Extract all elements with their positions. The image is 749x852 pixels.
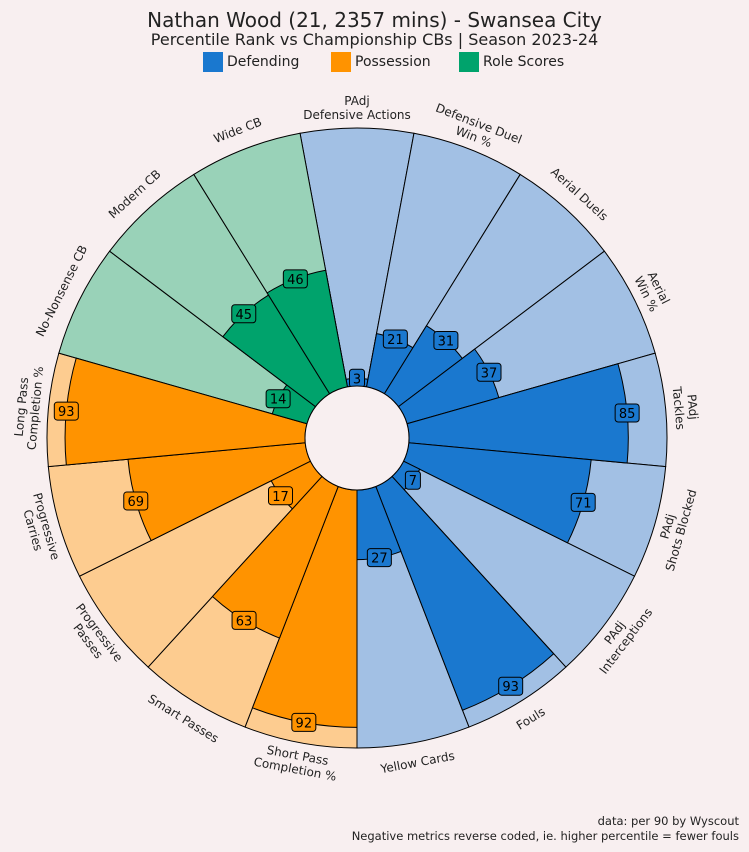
legend-swatch-possession [331,52,351,72]
footer-source: data: per 90 by Wyscout [597,814,739,828]
value-label-box [291,712,317,732]
legend-item-possession: Possession [331,52,431,72]
category-label-wide-cb: Wide CB [212,115,264,146]
value-label-box [265,389,291,409]
value-label-padj-defensive-actions: 3 [349,368,365,388]
category-label-line: Yellow Cards [378,749,455,777]
value-label-short-pass-completion: 92 [291,712,317,732]
legend-swatch-role-scores [459,52,479,72]
value-label-text: 21 [387,333,404,348]
value-labels: 3 21 31 37 85 71 7 93 27 92 63 17 69 93 14 45 46 [53,269,640,732]
value-label-text: 69 [127,495,144,510]
value-label-text: 7 [409,474,417,489]
value-label-box [282,269,308,289]
value-label-progressive-passes: 17 [268,486,294,506]
value-label-modern-cb: 45 [231,304,257,324]
value-bars [64,269,629,728]
value-label-text: 3 [353,372,361,387]
value-label-defensive-duel-win: 21 [382,329,408,349]
value-label-box [498,676,524,696]
value-label-box [231,610,257,630]
value-label-smart-passes: 63 [231,610,257,630]
center-hole [304,385,410,491]
category-label-line: PAdj [344,94,369,108]
value-label-progressive-carries: 69 [123,491,149,511]
value-label-padj-shots-blocked: 71 [570,492,596,512]
value-label-box [614,403,640,423]
legend: Defending Possession Role Scores [0,52,749,72]
category-label-fouls: Fouls [514,704,548,732]
footer-note: Negative metrics reverse coded, ie. high… [351,829,739,843]
category-label-line: Wide CB [212,115,264,146]
value-label-text: 31 [438,334,455,349]
value-label-box [476,362,502,382]
value-label-text: 93 [58,405,75,420]
value-label-box [570,492,596,512]
value-label-text: 71 [575,496,592,511]
legend-item-role-scores: Role Scores [459,52,564,72]
value-label-box [433,330,459,350]
value-label-box [382,329,408,349]
value-label-box [268,486,294,506]
category-label-line: Defensive Actions [303,108,411,122]
value-label-no-nonsense-cb: 14 [265,389,291,409]
value-label-text: 14 [270,393,287,408]
category-label-line: Long Pass [12,377,31,437]
value-label-box [231,304,257,324]
category-label-line: PAdj [684,394,700,421]
value-label-padj-interceptions: 7 [404,470,421,490]
category-label-line: Fouls [514,704,548,732]
value-label-box [366,548,392,568]
value-label-text: 27 [371,552,388,567]
category-label-yellow-cards: Yellow Cards [378,749,455,777]
value-label-text: 46 [287,273,304,288]
value-label-text: 37 [481,366,498,381]
legend-item-defending: Defending [203,52,299,72]
value-label-text: 92 [296,716,313,731]
value-label-box [404,470,421,490]
legend-swatch-defending [203,52,223,72]
value-label-wide-cb: 46 [282,269,308,289]
value-label-padj-tackles: 85 [614,403,640,423]
legend-label-defending: Defending [227,54,300,70]
legend-label-role-scores: Role Scores [483,54,565,70]
value-label-text: 85 [619,407,636,422]
category-label-line: Tackles [670,385,688,430]
chart-subtitle: Percentile Rank vs Championship CBs | Se… [150,30,599,49]
category-label-line: PAdj [657,512,677,540]
value-label-text: 63 [236,614,253,629]
value-label-aerial-win: 37 [476,362,502,382]
chart-title: Nathan Wood (21, 2357 mins) - Swansea Ci… [147,8,602,32]
value-label-text: 45 [235,308,252,323]
value-label-box [53,401,79,421]
value-label-text: 17 [272,490,289,505]
value-label-long-pass-completion: 93 [53,401,79,421]
value-label-yellow-cards: 27 [366,548,392,568]
value-label-aerial-duels: 31 [433,330,459,350]
value-label-text: 93 [502,680,519,695]
legend-label-possession: Possession [355,54,431,70]
value-label-fouls: 93 [498,676,524,696]
value-label-box [123,491,149,511]
